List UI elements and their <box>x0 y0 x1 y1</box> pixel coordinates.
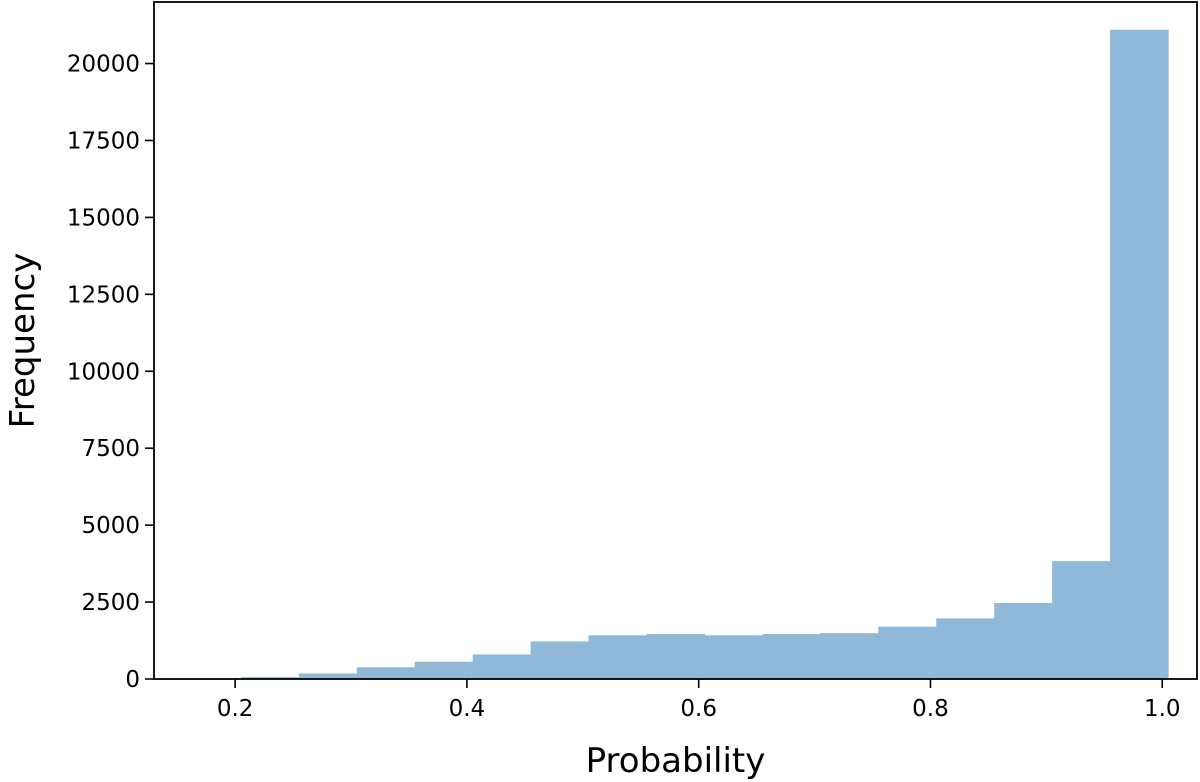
x-tick-label: 0.4 <box>449 696 486 722</box>
plot-frame <box>153 1 1198 680</box>
x-tick-label: 0.2 <box>217 696 254 722</box>
x-axis-ticks: 0.2 0.4 0.6 0.8 1.0 <box>217 679 1181 722</box>
x-tick-label: 0.6 <box>680 696 717 722</box>
x-tick-label: 0.8 <box>912 696 949 722</box>
histogram-bar <box>646 634 706 679</box>
histogram-bar <box>298 673 358 679</box>
y-tick-label: 15000 <box>67 205 140 231</box>
y-tick-label: 17500 <box>67 128 140 154</box>
histogram-bar <box>530 641 590 679</box>
y-tick-label: 10000 <box>67 359 140 385</box>
histogram-bar <box>1052 561 1111 679</box>
y-tick-label: 20000 <box>67 52 140 78</box>
histogram-bar <box>704 635 764 679</box>
x-tick-label: 1.0 <box>1144 696 1181 722</box>
y-tick-label: 0 <box>125 667 140 693</box>
histogram-bar <box>472 654 532 679</box>
histogram-bar <box>878 626 937 679</box>
histogram-bar <box>994 602 1053 679</box>
y-tick-label: 12500 <box>67 282 140 308</box>
histogram-bar <box>936 618 995 679</box>
bars-group <box>240 29 1169 679</box>
y-tick-label: 2500 <box>81 590 140 616</box>
y-axis-ticks: 0 2500 5000 7500 10000 12500 15000 17500 20000 <box>67 52 154 693</box>
histogram-bar <box>356 667 416 679</box>
x-axis-label: Probability <box>586 741 766 781</box>
y-tick-label: 7500 <box>81 436 140 462</box>
histogram-bar <box>820 633 879 679</box>
histogram-bar <box>240 677 300 679</box>
histogram-bar <box>588 635 648 679</box>
histogram-bar <box>414 661 474 679</box>
histogram-bar <box>762 634 821 679</box>
y-axis-label: Frequency <box>3 253 43 429</box>
histogram-bar <box>1110 29 1169 679</box>
y-tick-label: 5000 <box>81 513 140 539</box>
